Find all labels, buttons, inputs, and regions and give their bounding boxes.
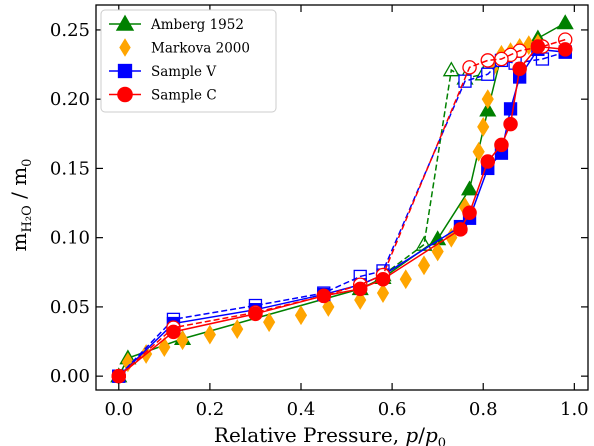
desorption-line	[118, 38, 566, 377]
plot-area	[110, 14, 574, 384]
y-tick-label: 0.20	[50, 89, 90, 110]
y-label-div: / m	[7, 167, 31, 205]
x-tick-label: 0.0	[104, 399, 133, 420]
legend-marker	[117, 63, 133, 79]
y-label-sub-h2o: H₂O	[20, 205, 35, 232]
data-point	[176, 330, 189, 351]
x-label-p0: p	[425, 423, 438, 446]
legend-marker	[117, 86, 133, 103]
data-point	[417, 255, 431, 276]
data-point	[376, 283, 390, 303]
data-point	[263, 312, 276, 333]
tick-labels: 0.0 0.2 0.4 0.6 0.8 1.0 0.00 0.05 0.10 0.15 0.20 0.…	[50, 20, 589, 420]
legend-label: Sample V	[151, 64, 216, 80]
x-label-p: p	[405, 423, 418, 446]
y-axis-label: mH₂O / m0	[7, 159, 35, 252]
legend-label: Markova 2000	[151, 41, 250, 57]
adsorption-line	[118, 45, 566, 377]
legend-entry-markova-2000: Markova 2000	[119, 38, 250, 57]
x-tick-label: 1.0	[560, 399, 589, 420]
data-point	[472, 141, 485, 162]
x-tick-label: 0.4	[287, 399, 316, 420]
x-label-slash: /	[418, 423, 425, 446]
data-point	[203, 324, 216, 345]
data-point	[481, 89, 494, 110]
x-tick-label: 0.6	[378, 399, 407, 420]
y-tick-label: 0.10	[50, 228, 90, 249]
data-point	[231, 319, 244, 339]
data-point	[294, 305, 308, 326]
y-label-sub-0: 0	[20, 159, 35, 167]
legend-label: Sample C	[151, 88, 217, 104]
x-label-sub: 0	[438, 436, 446, 446]
data-point	[431, 241, 444, 262]
legend-label: Amberg 1952	[150, 17, 244, 33]
x-tick-label: 0.8	[469, 399, 498, 420]
data-point	[399, 269, 412, 290]
y-tick-label: 0.00	[50, 366, 90, 387]
axis-ticks	[96, 5, 588, 390]
y-tick-label: 0.15	[50, 158, 90, 179]
legend-entries: Amberg 1952 Markova 2000 Sample V Sample C	[109, 14, 250, 104]
legend-marker	[115, 14, 135, 31]
x-tick-label: 0.2	[196, 399, 225, 420]
legend-entry-sample-v: Sample V	[109, 63, 216, 80]
y-label-m: m	[7, 232, 31, 251]
plot-frame	[95, 4, 589, 391]
desorption-line	[382, 68, 484, 276]
y-tick-label: 0.05	[50, 297, 90, 318]
data-point	[477, 116, 490, 137]
y-tick-label: 0.25	[50, 20, 90, 41]
data-point	[354, 290, 367, 310]
legend: Amberg 1952 Markova 2000 Sample V Sample C	[100, 9, 277, 113]
legend-marker	[119, 38, 131, 57]
x-label-main: Relative Pressure,	[214, 423, 406, 446]
legend-entry-sample-c: Sample C	[109, 86, 217, 104]
legend-box	[100, 9, 277, 113]
legend-entry-amberg-1952: Amberg 1952	[109, 14, 244, 33]
x-axis-label: Relative Pressure, p/p0	[214, 423, 446, 446]
data-point	[158, 337, 171, 357]
data-point	[442, 61, 460, 77]
